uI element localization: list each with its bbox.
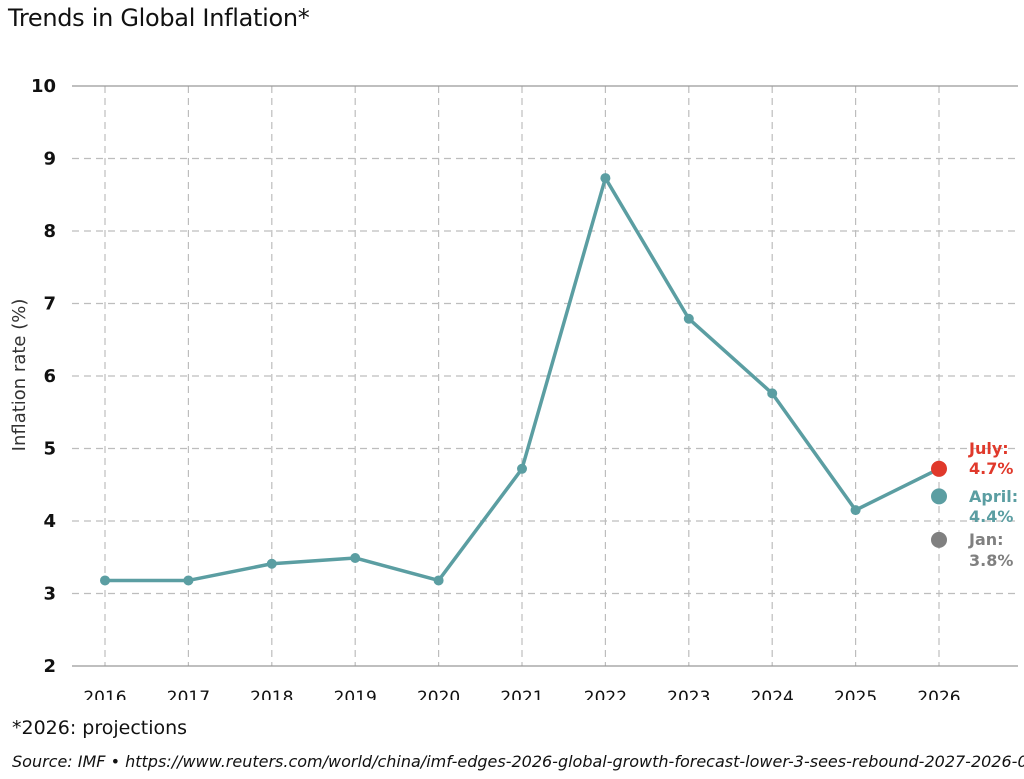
x-tick-label: 2017 [167, 688, 210, 700]
x-tick-label: 2018 [250, 688, 293, 700]
footnote: *2026: projections [12, 717, 188, 739]
y-tick-label: 10 [31, 76, 56, 97]
projection-value: 4.4% [969, 507, 1013, 526]
y-tick-label: 5 [43, 439, 56, 460]
y-tick-label: 9 [43, 149, 56, 170]
data-point [850, 505, 861, 516]
projection-value: 3.8% [969, 551, 1013, 570]
x-tick-label: 2026 [917, 688, 960, 700]
projection-value: 4.7% [969, 459, 1013, 478]
x-tick-label: 2016 [83, 688, 126, 700]
data-point [683, 313, 694, 324]
projection-label: April: [969, 487, 1018, 506]
projection-annotations: July:4.7% April:4.4% Jan: 3.8% [931, 439, 1018, 570]
x-tick-label: 2019 [334, 688, 377, 700]
x-tick-label: 2024 [751, 688, 794, 700]
projection-label: July: [968, 439, 1009, 458]
data-point [350, 552, 361, 563]
x-tick-label: 2025 [834, 688, 877, 700]
y-tick-label: 3 [43, 584, 56, 605]
y-tick-label: 8 [43, 221, 56, 242]
data-point [600, 173, 611, 184]
projection-dot [931, 460, 947, 477]
y-tick-label: 6 [43, 366, 56, 387]
grid [72, 86, 1018, 666]
x-tick-label: 2023 [667, 688, 710, 700]
data-point [100, 575, 110, 586]
x-tick-label: 2022 [584, 688, 627, 700]
chart-title: Trends in Global Inflation* [8, 4, 310, 32]
x-tick-labels: 2016 2017 2018 2019 2020 2021 2022 2023 2024 2025… [83, 688, 960, 700]
projection-dot [931, 531, 947, 548]
x-tick-label: 2021 [500, 688, 543, 700]
data-point [517, 463, 527, 474]
axes [72, 85, 1018, 667]
y-tick-label: 7 [43, 294, 56, 315]
data-point [767, 388, 778, 399]
data-point [266, 558, 277, 569]
y-tick-label: 4 [43, 511, 56, 532]
y-tick-label: 2 [43, 656, 56, 677]
source-note: Source: IMF • https://www.reuters.com/wo… [12, 752, 1024, 771]
y-axis-label: Inflation rate (%) [9, 299, 30, 452]
projection-dot [931, 488, 947, 505]
x-tick-label: 2020 [417, 688, 460, 700]
data-point [183, 575, 194, 586]
projection-label: Jan: [968, 530, 1004, 549]
data-point [433, 575, 444, 586]
y-tick-labels: 2 3 4 5 6 7 8 9 10 [31, 76, 56, 677]
